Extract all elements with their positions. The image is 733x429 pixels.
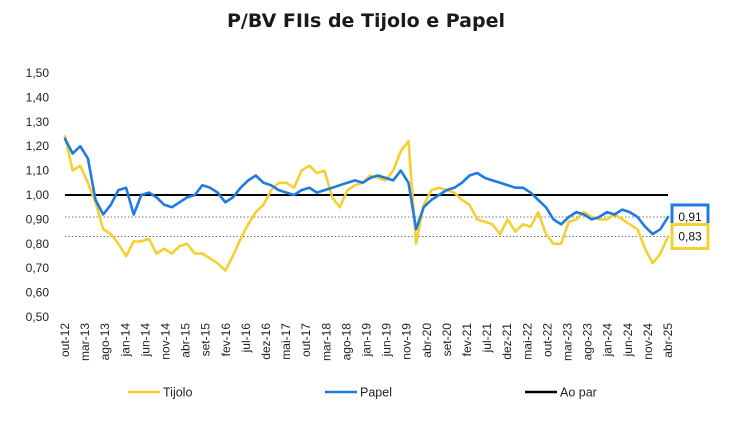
end-label-box <box>670 222 710 250</box>
series-group <box>63 135 670 272</box>
y-tick-label: 0,90 <box>26 212 50 226</box>
x-tick-label: mar-18 <box>319 323 333 361</box>
x-tick-label: abr-15 <box>179 323 193 358</box>
series-line-tijolo <box>63 135 670 272</box>
x-tick-label: jan-24 <box>601 323 615 358</box>
x-tick-label: ago-18 <box>339 323 353 361</box>
x-tick-label: dez-21 <box>500 323 514 360</box>
x-tick-label: out-22 <box>540 323 554 357</box>
x-tick-label: jun-14 <box>138 323 152 358</box>
x-tick-label: jun-19 <box>380 323 394 358</box>
y-tick-label: 0,50 <box>26 310 50 324</box>
x-tick-label: dez-16 <box>259 323 273 360</box>
x-tick-label: mar-13 <box>78 323 92 361</box>
end-label-value: 0,91 <box>678 210 702 224</box>
y-tick-label: 1,40 <box>26 90 50 104</box>
x-axis: out-12 mar-13 ago-13 jan-14 jun-14 nov-14 abr-… <box>58 323 675 361</box>
y-tick-label: 1,10 <box>26 164 50 178</box>
x-tick-label: abr-25 <box>661 323 675 358</box>
y-tick-label: 0,70 <box>26 261 50 275</box>
x-tick-label: nov-24 <box>641 323 655 360</box>
y-tick-label: 1,20 <box>26 139 50 153</box>
x-tick-label: nov-19 <box>400 323 414 360</box>
x-tick-label: nov-14 <box>159 323 173 360</box>
y-axis: 0,50 0,60 0,70 0,80 0,90 1,00 1,10 1,20 1,30 1,40… <box>26 66 50 324</box>
x-tick-label: abr-20 <box>420 323 434 358</box>
legend-label: Papel <box>360 386 392 400</box>
x-tick-label: out-17 <box>299 323 313 357</box>
end-label-value: 0,83 <box>678 229 702 243</box>
x-tick-label: mar-23 <box>561 323 575 361</box>
x-tick-label: mai-22 <box>520 323 534 360</box>
legend-label: Tijolo <box>163 386 192 400</box>
y-tick-label: 0,60 <box>26 286 50 300</box>
x-tick-label: jan-19 <box>360 323 374 358</box>
legend-label: Ao par <box>560 386 597 400</box>
x-tick-label: mai-17 <box>279 323 293 360</box>
y-tick-label: 1,50 <box>26 66 50 80</box>
x-tick-label: ago-13 <box>98 323 112 361</box>
x-tick-label: out-12 <box>58 323 72 357</box>
y-tick-label: 1,30 <box>26 115 50 129</box>
series-line-papel <box>63 137 670 236</box>
x-tick-label: jul-16 <box>239 323 253 354</box>
x-tick-label: jul-21 <box>480 323 494 354</box>
end-labels: 0,91 0,83 <box>670 203 710 250</box>
reference-lines <box>65 194 668 237</box>
y-tick-label: 1,00 <box>26 188 50 202</box>
x-tick-label: fev-21 <box>460 323 474 357</box>
x-tick-label: jan-14 <box>118 323 132 358</box>
x-tick-label: jun-24 <box>621 323 635 358</box>
x-tick-label: set-20 <box>440 323 454 357</box>
chart-title: P/BV FIIs de Tijolo e Papel <box>227 10 505 32</box>
x-tick-label: set-15 <box>199 323 213 357</box>
x-tick-label: ago-23 <box>581 323 595 361</box>
x-tick-label: fev-16 <box>219 323 233 357</box>
legend: Tijolo Papel Ao par <box>128 386 597 400</box>
y-tick-label: 0,80 <box>26 237 50 251</box>
